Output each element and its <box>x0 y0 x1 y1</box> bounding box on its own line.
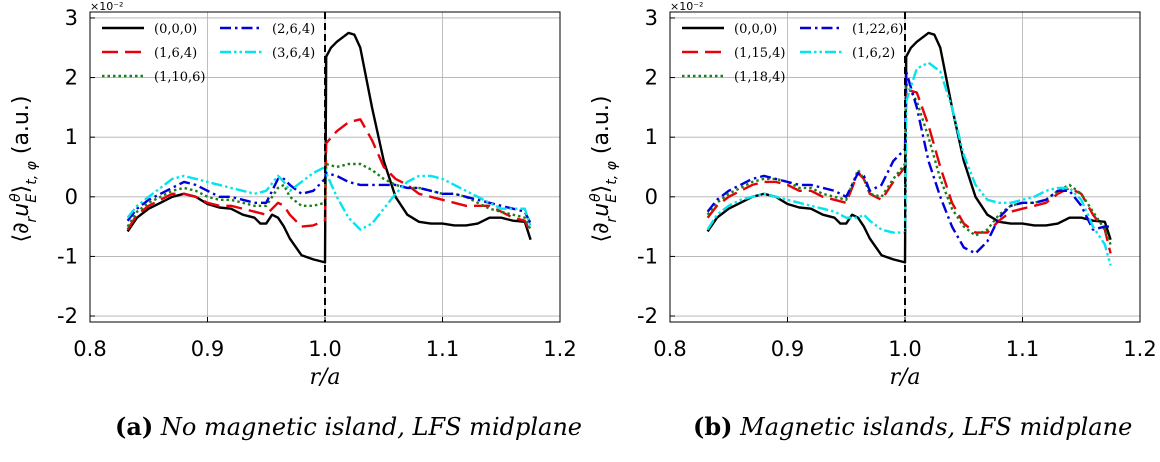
y-tick-label-3: 1 <box>645 125 658 149</box>
series-line-3 <box>126 171 532 225</box>
y-tick-label-4: 2 <box>645 66 658 90</box>
x-tick-label-2: 1.0 <box>308 337 341 361</box>
y-tick-label-1: -1 <box>57 244 78 268</box>
caption-a-tag: (a) <box>115 412 154 441</box>
x-tick-label-3: 1.1 <box>1006 337 1039 361</box>
x-tick-label-1: 0.9 <box>771 337 804 361</box>
y-axis-label-part-4: θ <box>8 193 24 202</box>
caption-a: (a) No magnetic island, LFS midplane <box>115 412 582 441</box>
legend-label-0: (0,0,0) <box>734 22 777 37</box>
legend-label-3: (1,22,6) <box>852 22 904 37</box>
y-axis-label-part-4: θ <box>588 193 604 202</box>
panel-a: 0.8 0.9 1.0 1.1 1.2 -2 -1 0 1 2 3 ×10⁻² r/a ⟨∂ruEθ⟩t,… <box>8 0 577 390</box>
x-axis-label: r/a <box>309 365 340 390</box>
y-axis-label-part-5: ⟩ <box>589 185 614 194</box>
series-line-2 <box>706 82 1112 245</box>
y-tick-label-0: -2 <box>637 304 658 328</box>
panel-b: 0.8 0.9 1.0 1.1 1.2 -2 -1 0 1 2 3 ×10⁻² r/a ⟨∂ruEθ⟩t,… <box>588 0 1157 390</box>
legend-label-4: (3,6,4) <box>272 46 315 61</box>
x-tick-label-0: 0.8 <box>73 337 106 361</box>
y-axis-label-part-2: u <box>589 203 614 217</box>
y-axis-label-part-5: ⟩ <box>9 185 34 194</box>
caption-a-text: No magnetic island, LFS midplane <box>160 413 582 441</box>
x-tick-label-1: 0.9 <box>191 337 224 361</box>
x-tick-label-4: 1.2 <box>1123 337 1156 361</box>
caption-b-text: Magnetic islands, LFS midplane <box>740 413 1133 441</box>
y-tick-label-0: -2 <box>57 304 78 328</box>
series-line-3 <box>706 70 1111 255</box>
series-line-1 <box>706 88 1112 254</box>
y-axis-label-part-6: t, φ <box>604 160 620 184</box>
y-axis-label-part-2: u <box>9 203 34 217</box>
x-tick-label-2: 1.0 <box>888 337 921 361</box>
legend-label-4: (1,6,2) <box>852 46 895 61</box>
y-axis-label: ⟨∂ruEθ⟩t, φ (a.u.) <box>8 96 40 243</box>
y-tick-label-3: 1 <box>65 125 78 149</box>
y-axis-label-part-3: E <box>24 194 40 203</box>
legend-label-0: (0,0,0) <box>154 22 197 37</box>
x-axis-label: r/a <box>889 365 920 390</box>
y-axis-label-part-7: (a.u.) <box>9 96 34 162</box>
x-tick-label-0: 0.8 <box>653 337 686 361</box>
legend-label-2: (1,18,4) <box>734 70 786 85</box>
y-exponent-label: ×10⁻² <box>670 0 703 13</box>
caption-b: (b) Magnetic islands, LFS midplane <box>693 412 1132 441</box>
y-axis-label-part-7: (a.u.) <box>589 96 614 162</box>
legend-label-2: (1,10,6) <box>154 70 206 85</box>
series-line-4 <box>706 61 1112 266</box>
y-tick-label-2: 0 <box>65 185 78 209</box>
y-tick-label-5: 3 <box>645 6 658 30</box>
y-axis-label-part-3: E <box>604 194 620 203</box>
series-line-1 <box>126 118 532 234</box>
y-axis-label-part-1: r <box>24 215 40 222</box>
series-line-0 <box>706 31 1112 264</box>
y-tick-label-4: 2 <box>65 66 78 90</box>
legend: (0,0,0) (1,15,4) (1,18,4) (1,22,6) (1,6,2) <box>682 22 904 85</box>
legend-label-1: (1,15,4) <box>734 46 786 61</box>
legend: (0,0,0) (1,6,4) (1,10,6) (2,6,4) (3,6,4) <box>102 22 315 85</box>
y-tick-label-1: -1 <box>637 244 658 268</box>
legend-label-1: (1,6,4) <box>154 46 197 61</box>
y-axis-label: ⟨∂ruEθ⟩t, φ (a.u.) <box>588 96 620 243</box>
x-tick-label-4: 1.2 <box>543 337 576 361</box>
x-tick-label-3: 1.1 <box>426 337 459 361</box>
legend-label-3: (2,6,4) <box>272 22 315 37</box>
y-tick-label-5: 3 <box>65 6 78 30</box>
y-axis-label-part-1: r <box>604 215 620 222</box>
y-axis-label-part-0: ⟨∂ <box>9 222 34 242</box>
y-axis-label-part-0: ⟨∂ <box>589 222 614 242</box>
y-axis-label-part-6: t, φ <box>24 160 40 184</box>
caption-b-tag: (b) <box>693 412 733 441</box>
y-exponent-label: ×10⁻² <box>90 0 123 13</box>
y-tick-label-2: 0 <box>645 185 658 209</box>
series-line-0 <box>126 31 532 264</box>
